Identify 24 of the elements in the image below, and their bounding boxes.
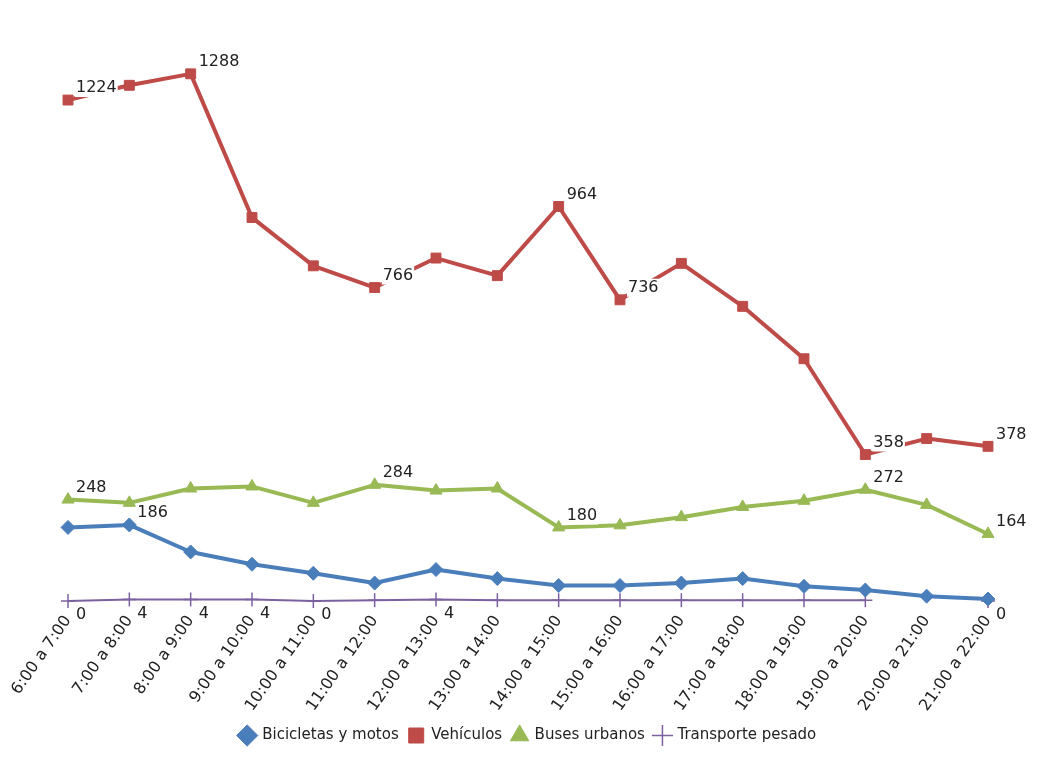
data-label: 0 (76, 604, 87, 624)
data-label: 736 (628, 276, 659, 296)
data-label: 248 (76, 476, 107, 496)
data-label: 186 (137, 502, 168, 522)
data-label: 964 (566, 183, 598, 203)
data-label: 4 (198, 602, 209, 622)
data-label: 1288 (198, 51, 240, 70)
data-label: 4 (444, 602, 455, 622)
data-label: 766 (382, 264, 414, 284)
data-label: 4 (137, 602, 148, 622)
data-label: 0 (321, 604, 332, 624)
data-label: 164 (996, 511, 1027, 531)
data-label: 180 (566, 504, 598, 524)
data-label: 272 (873, 466, 904, 486)
legend-label: Vehículos (431, 725, 503, 744)
legend-label: Bicicletas y motos (262, 725, 399, 744)
data-label: 378 (996, 423, 1027, 443)
legend-label: Transporte pesado (676, 725, 817, 744)
data-label: 1224 (76, 77, 117, 97)
data-label: 284 (382, 461, 414, 481)
data-label: 358 (873, 431, 904, 451)
data-label: 0 (996, 604, 1007, 624)
data-label: 4 (260, 602, 271, 622)
legend-label: Buses urbanos (534, 725, 646, 744)
